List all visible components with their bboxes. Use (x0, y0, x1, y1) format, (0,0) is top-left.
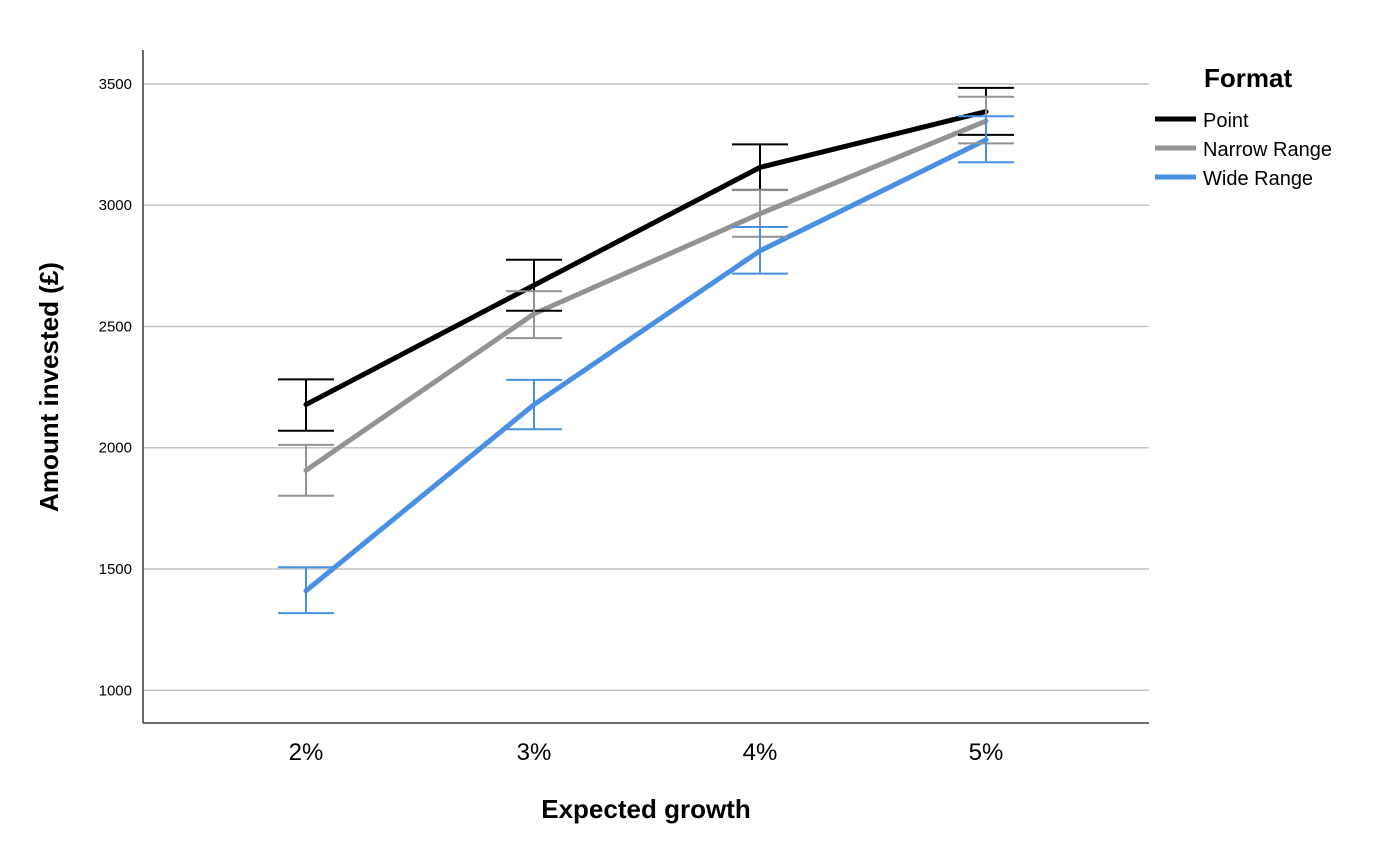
legend-label: Point (1203, 110, 1249, 132)
legend-item: Point (1155, 110, 1249, 132)
x-tick-label: 3% (517, 739, 552, 766)
series-line-point (303, 109, 989, 408)
error-bar (506, 290, 562, 340)
error-bars (278, 86, 1014, 615)
y-tick-label: 3000 (99, 197, 132, 214)
legend-label: Narrow Range (1203, 139, 1332, 161)
legend-item: Wide Range (1155, 168, 1313, 190)
y-tick-label: 1500 (99, 561, 132, 578)
y-axis-title: Amount invested (£) (34, 262, 64, 512)
axes (142, 50, 1149, 724)
y-tick-labels: 1000 1500 2000 2500 3000 3500 (99, 76, 132, 699)
x-tick-label: 2% (289, 739, 324, 766)
legend-item: Narrow Range (1155, 139, 1332, 161)
y-tick-label: 3500 (99, 76, 132, 93)
x-tick-labels: 2% 3% 4% 5% (289, 739, 1004, 766)
legend-title: Format (1204, 63, 1292, 93)
y-tick-label: 2000 (99, 440, 132, 457)
error-bar (278, 378, 334, 432)
series-line-wide-range (303, 137, 989, 594)
error-bar (278, 443, 334, 497)
error-bar (958, 115, 1014, 164)
y-tick-label: 1000 (99, 682, 132, 699)
legend-label: Wide Range (1203, 168, 1313, 190)
series-line-narrow-range (303, 118, 989, 473)
error-bar (732, 143, 788, 191)
error-bar (278, 566, 334, 615)
series-layer (303, 109, 989, 594)
error-bar (732, 226, 788, 275)
legend: Format Point Narrow Range Wide Range (1155, 63, 1332, 190)
y-tick-label: 2500 (99, 318, 132, 335)
error-bar (506, 378, 562, 431)
x-tick-label: 4% (743, 739, 778, 766)
x-axis-title: Expected growth (541, 794, 750, 824)
gridlines (143, 83, 1149, 692)
x-tick-label: 5% (969, 739, 1004, 766)
legend-items: Point Narrow Range Wide Range (1155, 110, 1332, 190)
